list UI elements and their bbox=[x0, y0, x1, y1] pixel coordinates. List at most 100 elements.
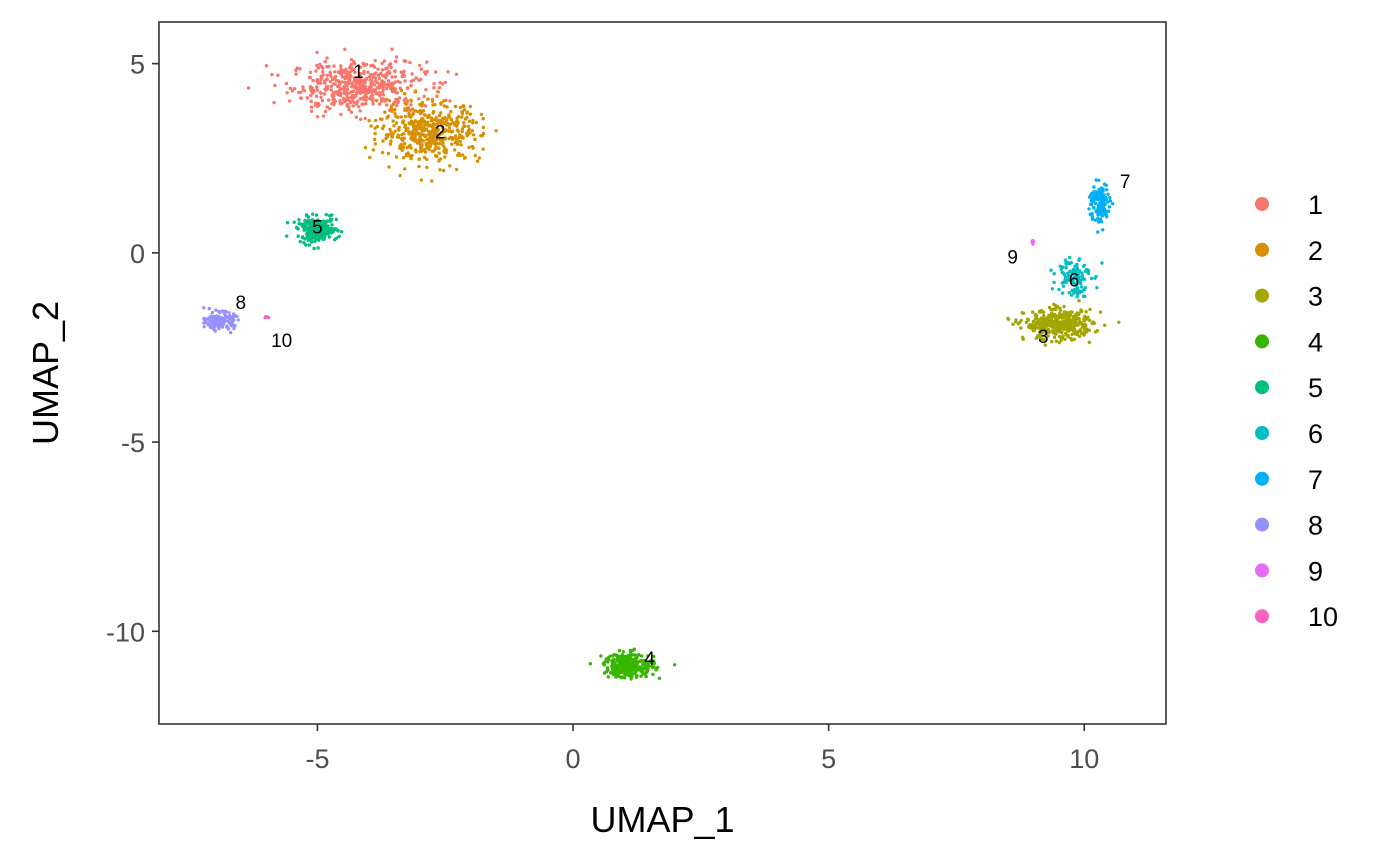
cell-point bbox=[393, 87, 398, 91]
cell-point bbox=[393, 112, 397, 116]
cell-point bbox=[1033, 317, 1038, 321]
cell-point bbox=[229, 330, 233, 335]
cell-point bbox=[305, 96, 309, 100]
cell-point bbox=[339, 67, 343, 71]
cell-point bbox=[202, 321, 206, 325]
cell-point bbox=[389, 132, 393, 136]
cell-point bbox=[363, 116, 367, 121]
cell-point bbox=[629, 652, 633, 657]
cell-point bbox=[401, 119, 406, 123]
cell-point bbox=[387, 98, 392, 103]
cell-point bbox=[390, 75, 394, 79]
cell-point bbox=[1057, 340, 1062, 345]
panel-border bbox=[158, 21, 1167, 725]
cell-point bbox=[475, 159, 480, 163]
cell-point bbox=[448, 164, 452, 168]
cell-point bbox=[409, 135, 414, 139]
cluster-label-6: 6 bbox=[1069, 270, 1080, 291]
cell-point bbox=[1090, 217, 1095, 221]
cell-point bbox=[1110, 202, 1115, 206]
cell-point bbox=[292, 87, 297, 91]
cell-point bbox=[349, 63, 353, 68]
cell-point bbox=[377, 76, 381, 81]
legend-item-8: 8 bbox=[1255, 511, 1323, 541]
cell-point bbox=[402, 98, 406, 102]
cell-point bbox=[1052, 280, 1056, 285]
cell-point bbox=[1062, 319, 1066, 324]
cell-point bbox=[494, 129, 498, 133]
cell-point bbox=[423, 133, 427, 137]
x-tick-label: -5 bbox=[305, 744, 329, 774]
cell-point bbox=[443, 137, 447, 141]
y-tick-label: -5 bbox=[121, 428, 145, 458]
cell-point bbox=[453, 134, 458, 138]
cell-point bbox=[1062, 326, 1066, 330]
cell-point bbox=[1096, 230, 1100, 234]
cell-point bbox=[1046, 328, 1051, 332]
cell-point bbox=[327, 235, 331, 239]
cell-point bbox=[330, 93, 334, 98]
cell-point bbox=[383, 110, 387, 114]
cell-point bbox=[1068, 313, 1072, 318]
legend-item-3: 3 bbox=[1255, 282, 1323, 312]
cell-point bbox=[1050, 339, 1054, 344]
cell-point bbox=[341, 87, 345, 91]
cell-point bbox=[471, 146, 475, 150]
cell-point bbox=[407, 114, 411, 118]
cell-point bbox=[1056, 327, 1061, 332]
cell-point bbox=[354, 94, 358, 98]
cell-point bbox=[1090, 214, 1094, 218]
cell-point bbox=[620, 653, 624, 657]
cell-point bbox=[1092, 185, 1096, 189]
cell-point bbox=[1074, 313, 1078, 317]
cell-point bbox=[432, 149, 436, 153]
cell-point bbox=[610, 667, 615, 671]
cell-point bbox=[473, 137, 477, 142]
cell-point bbox=[1077, 291, 1082, 295]
cell-point bbox=[643, 665, 648, 669]
cell-point bbox=[451, 120, 455, 125]
cell-point bbox=[276, 73, 280, 77]
cell-point bbox=[380, 150, 385, 155]
cell-point bbox=[625, 665, 629, 669]
cell-point bbox=[309, 239, 313, 244]
cell-point bbox=[223, 317, 227, 321]
cell-point bbox=[366, 90, 370, 95]
cell-point bbox=[621, 666, 625, 670]
cell-point bbox=[410, 72, 414, 76]
cell-point bbox=[321, 66, 325, 70]
cell-point bbox=[337, 234, 341, 239]
cell-point bbox=[413, 119, 418, 123]
cell-point bbox=[339, 64, 343, 68]
legend-key bbox=[1255, 609, 1269, 624]
cell-point bbox=[1043, 329, 1048, 333]
cell-point bbox=[1034, 336, 1039, 340]
cell-point bbox=[1092, 198, 1096, 202]
cell-point bbox=[377, 102, 382, 106]
cell-point bbox=[437, 146, 441, 150]
cell-point bbox=[246, 86, 251, 90]
cell-point bbox=[449, 110, 453, 114]
cell-point bbox=[356, 89, 361, 93]
cell-point bbox=[321, 73, 325, 77]
cell-point bbox=[359, 90, 364, 94]
cell-point bbox=[390, 135, 394, 139]
cell-point bbox=[414, 150, 418, 154]
cell-point bbox=[339, 112, 343, 117]
cell-point bbox=[465, 110, 469, 114]
cell-point bbox=[1084, 267, 1089, 272]
cell-point bbox=[426, 97, 430, 101]
cell-point bbox=[434, 141, 439, 145]
cell-point bbox=[468, 112, 472, 116]
cell-point bbox=[373, 88, 377, 92]
cell-point bbox=[236, 318, 240, 322]
cell-point bbox=[1092, 321, 1097, 325]
cell-point bbox=[1060, 291, 1065, 295]
cell-point bbox=[462, 121, 466, 125]
cell-point bbox=[413, 109, 418, 113]
cell-point bbox=[434, 70, 438, 74]
cell-point bbox=[1106, 200, 1110, 204]
cell-point bbox=[288, 86, 293, 91]
cell-point bbox=[1083, 322, 1087, 327]
cell-point bbox=[347, 78, 351, 82]
